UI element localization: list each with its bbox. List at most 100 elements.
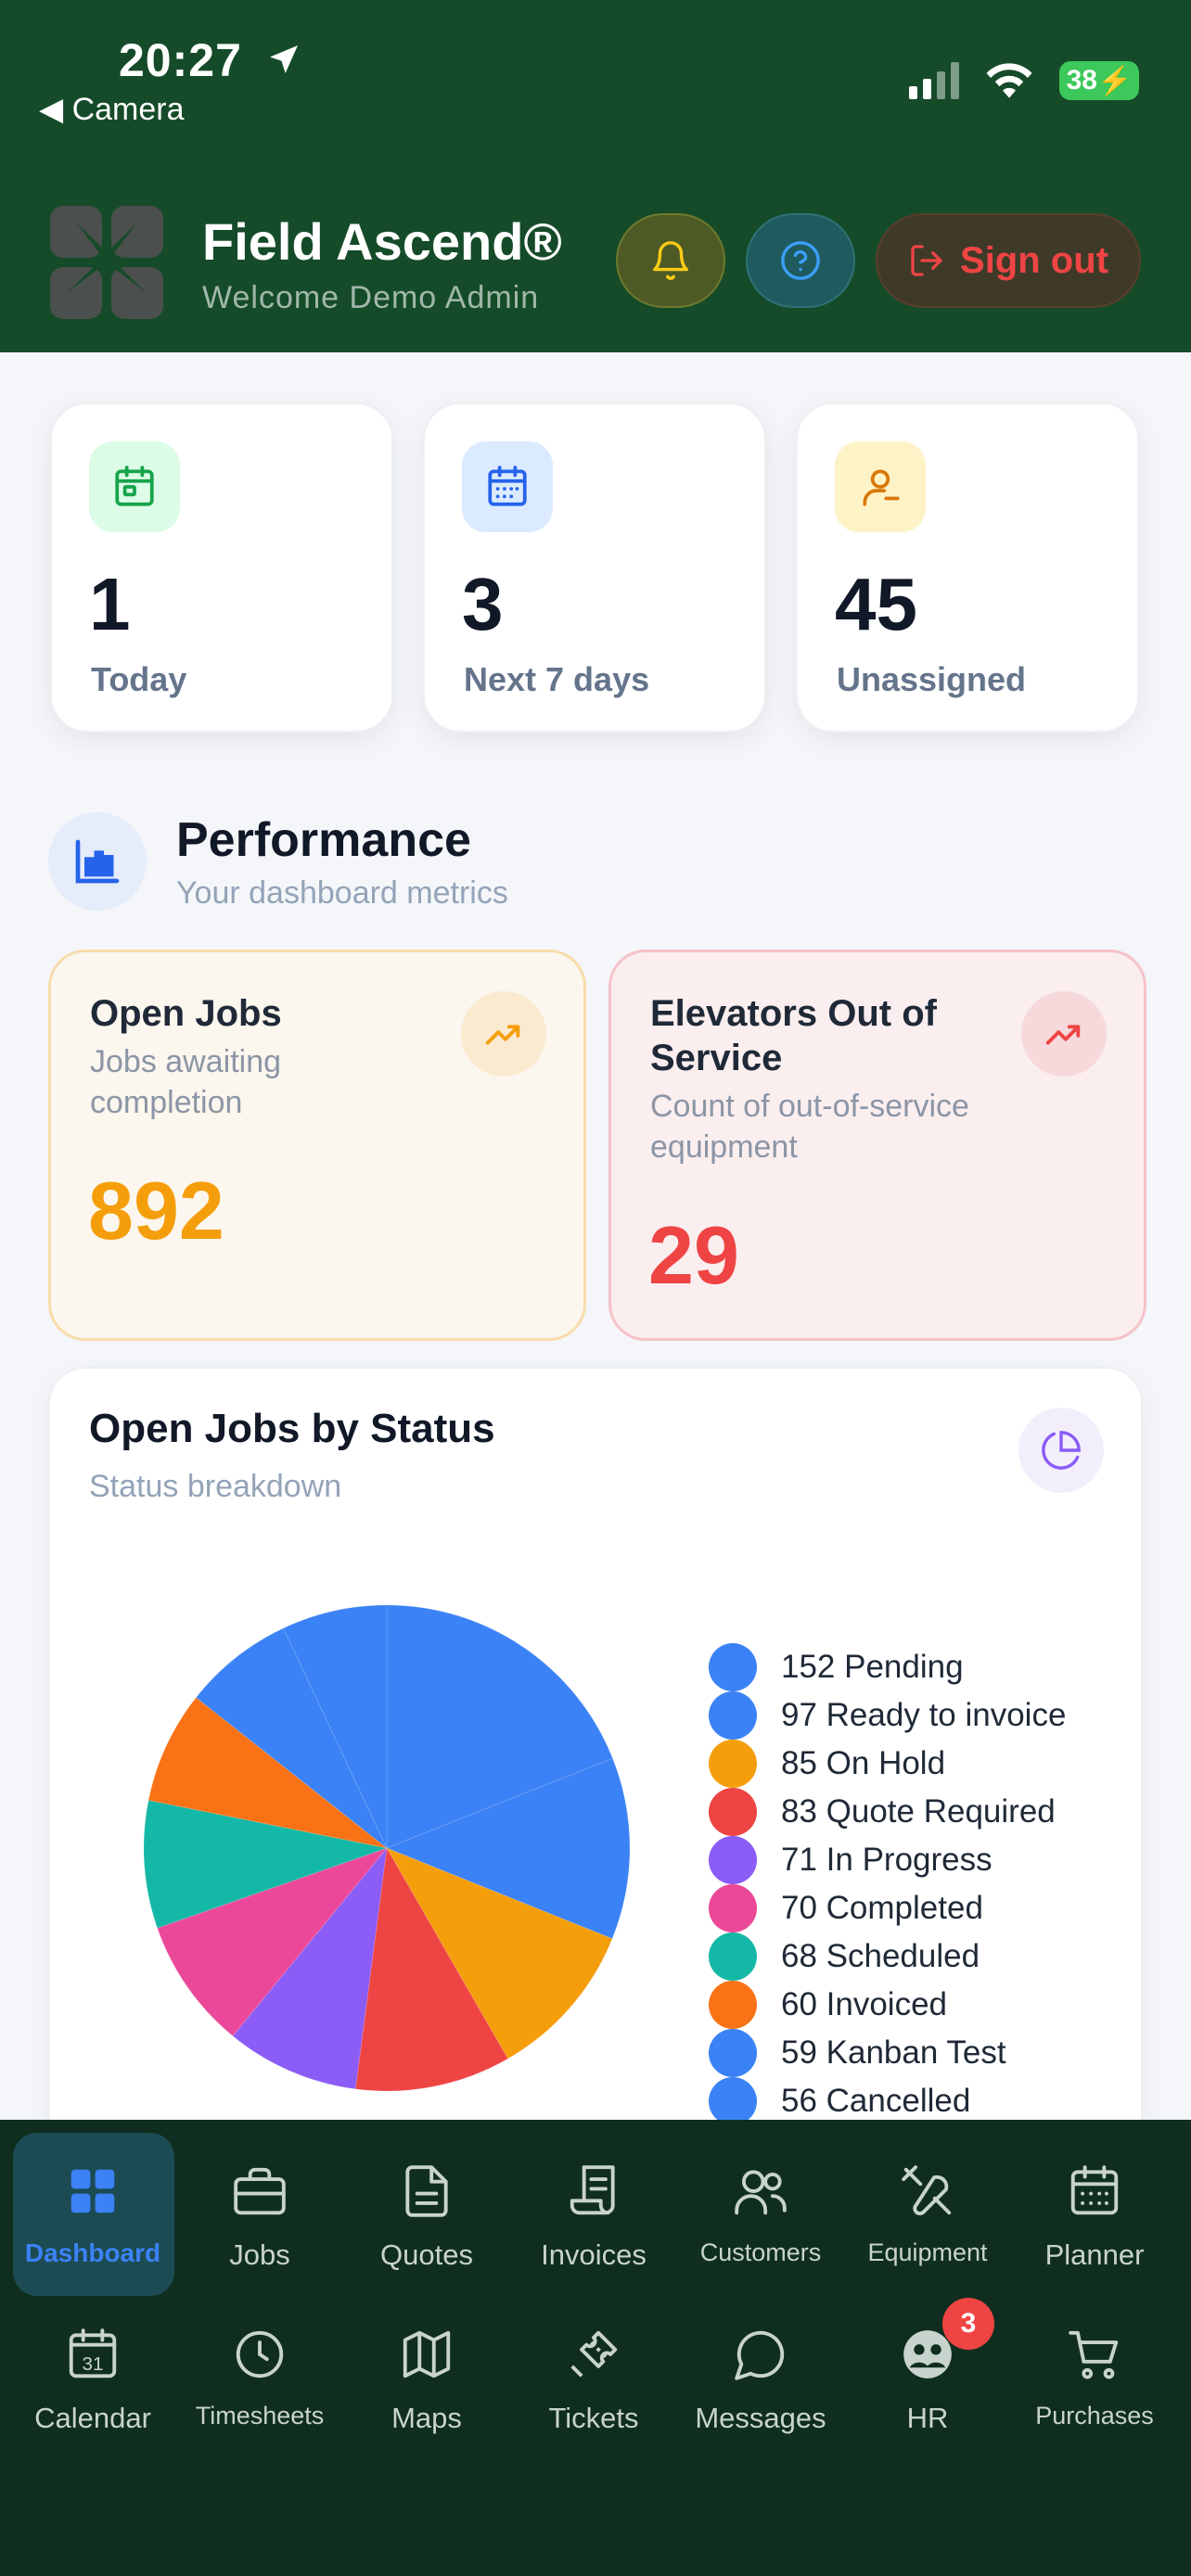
- back-to-camera[interactable]: ◀ Camera: [39, 92, 185, 127]
- status-time: 20:27: [119, 33, 302, 87]
- metric-description: Count of out-of-service equipment: [650, 1089, 969, 1165]
- nav-customers[interactable]: Customers: [677, 2159, 844, 2267]
- app-title: Field Ascend®: [202, 212, 562, 271]
- legend-label: 59 Kanban Test: [781, 2034, 1006, 2071]
- bell-icon: [653, 241, 688, 280]
- welcome-text: Welcome Demo Admin: [202, 280, 540, 315]
- legend-label: 60 Invoiced: [781, 1986, 948, 2022]
- open-jobs-by-status-card: Open Jobs by Status Status breakdown 152…: [48, 1367, 1143, 2201]
- tools-icon: [902, 2165, 952, 2215]
- legend-label: 68 Scheduled: [781, 1938, 980, 1974]
- calendar-icon: [115, 465, 154, 506]
- metric-description: Jobs awaiting completion: [90, 1044, 282, 1120]
- stat-value: 3: [462, 563, 504, 645]
- stat-label: Today: [91, 660, 187, 698]
- nav-purchases[interactable]: Purchases: [1011, 2322, 1178, 2430]
- legend-label: 70 Completed: [781, 1890, 983, 1926]
- legend-item: 97 Ready to invoice: [709, 1691, 1066, 1740]
- legend-swatch: [709, 2029, 757, 2077]
- stat-icon-wrap: [462, 441, 553, 532]
- pie-slice-in-progress: [232, 1846, 388, 2090]
- performance-icon-wrap: [48, 812, 147, 911]
- nav-label: Equipment: [867, 2238, 988, 2266]
- legend-label: 56 Cancelled: [781, 2083, 971, 2119]
- metric-card-elevators-out-of-service[interactable]: Elevators Out of Service Count of out-of…: [608, 950, 1146, 1341]
- map-icon: [403, 2330, 451, 2378]
- nav-label: Purchases: [1035, 2402, 1154, 2429]
- back-label: Camera: [71, 92, 185, 127]
- pie-icon-wrap: [1018, 1408, 1104, 1493]
- nav-label: Calendar: [34, 2402, 151, 2434]
- legend-swatch: [709, 1932, 757, 1981]
- nav-label: Jobs: [229, 2238, 290, 2271]
- metric-value: 29: [648, 1209, 739, 1301]
- legend-swatch: [709, 1740, 757, 1788]
- battery-level: 38: [1066, 65, 1097, 96]
- legend-label: 71 In Progress: [781, 1842, 992, 1878]
- pie-slice-scheduled: [143, 1799, 389, 1929]
- nav-messages[interactable]: Messages: [677, 2322, 844, 2435]
- nav-jobs[interactable]: Jobs: [176, 2159, 343, 2272]
- app-header: 20:27 ◀ Camera 38 ⚡ Field Ascend® Welcome…: [0, 0, 1191, 352]
- pie-slice-quote-required: [354, 1846, 509, 2092]
- legend-item: 85 On Hold: [709, 1740, 945, 1788]
- sign-out-label: Sign out: [960, 239, 1108, 281]
- pie-slice-pending: [386, 1604, 614, 1849]
- nav-dashboard[interactable]: Dashboard: [9, 2159, 176, 2268]
- legend-item: 70 Completed: [709, 1884, 983, 1932]
- nav-label: Quotes: [380, 2238, 473, 2271]
- nav-label: Customers: [699, 2238, 822, 2266]
- help-button[interactable]: [746, 213, 855, 308]
- pie-slice-invoiced: [147, 1696, 388, 1849]
- legend-item: 71 In Progress: [709, 1836, 992, 1884]
- stat-card-next-7-days[interactable]: 3 Next 7 days: [423, 402, 766, 733]
- briefcase-icon: [234, 2167, 286, 2215]
- stat-card-unassigned[interactable]: 45 Unassigned: [796, 402, 1139, 733]
- metric-value: 892: [88, 1165, 224, 1256]
- legend-swatch: [709, 1643, 757, 1691]
- nav-label: Maps: [391, 2402, 462, 2434]
- legend-label: 83 Quote Required: [781, 1793, 1056, 1830]
- nav-calendar[interactable]: 31 Calendar: [9, 2322, 176, 2435]
- legend-swatch: [709, 1788, 757, 1836]
- nav-invoices[interactable]: Invoices: [510, 2159, 677, 2272]
- pie-slice-kanban-test: [195, 1627, 388, 1849]
- legend-label: 152 Pending: [781, 1649, 964, 1685]
- bottom-navigation: Dashboard Jobs Quotes Invoices Customers…: [0, 2120, 1191, 2576]
- nav-timesheets[interactable]: Timesheets: [176, 2322, 343, 2430]
- nav-label: Messages: [695, 2402, 826, 2434]
- chart-title: Open Jobs by Status: [89, 1406, 495, 1451]
- nav-label: Dashboard: [24, 2238, 161, 2267]
- legend-swatch: [709, 1884, 757, 1932]
- legend-swatch: [709, 1836, 757, 1884]
- nav-hr[interactable]: HR: [844, 2322, 1011, 2435]
- legend-swatch: [709, 1981, 757, 2029]
- nav-quotes[interactable]: Quotes: [343, 2159, 510, 2272]
- notifications-button[interactable]: [616, 213, 725, 308]
- stat-card-today[interactable]: 1 Today: [50, 402, 393, 733]
- legend-item: 59 Kanban Test: [709, 2029, 1006, 2077]
- stat-icon-wrap: [835, 441, 926, 532]
- nav-label: HR: [906, 2402, 949, 2434]
- performance-subtitle: Your dashboard metrics: [176, 875, 508, 911]
- users-icon: [735, 2170, 787, 2215]
- pie-slice-completed: [156, 1846, 389, 2037]
- hr-icon: [903, 2330, 952, 2378]
- legend-swatch: [709, 2077, 757, 2125]
- wifi-icon: [986, 63, 1032, 98]
- logout-icon: [911, 245, 942, 276]
- nav-equipment[interactable]: Equipment: [844, 2159, 1011, 2267]
- clock-icon: [236, 2330, 284, 2378]
- performance-title: Performance: [176, 813, 471, 867]
- location-arrow-icon: [269, 45, 298, 73]
- hr-notification-badge: 3: [942, 2298, 994, 2350]
- chart-subtitle: Status breakdown: [89, 1469, 342, 1504]
- legend-label: 85 On Hold: [781, 1745, 946, 1781]
- nav-maps[interactable]: Maps: [343, 2322, 510, 2435]
- nav-planner[interactable]: Planner: [1011, 2159, 1178, 2272]
- stat-value: 45: [835, 563, 917, 645]
- metric-card-open-jobs[interactable]: Open Jobs Jobs awaiting completion 892: [48, 950, 586, 1341]
- receipt-icon: [570, 2165, 615, 2215]
- sign-out-button[interactable]: Sign out: [876, 213, 1141, 308]
- nav-tickets[interactable]: Tickets: [510, 2322, 677, 2435]
